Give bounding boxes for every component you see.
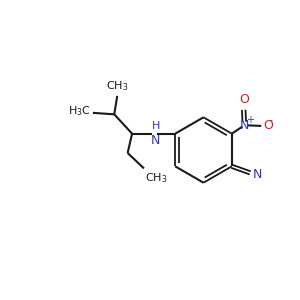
Text: CH$_3$: CH$_3$ bbox=[106, 79, 128, 93]
Text: +: + bbox=[246, 115, 254, 125]
Text: O: O bbox=[239, 93, 249, 106]
Text: -: - bbox=[269, 116, 273, 126]
Text: N: N bbox=[253, 168, 262, 181]
Text: N: N bbox=[151, 134, 160, 147]
Text: CH$_3$: CH$_3$ bbox=[146, 171, 168, 184]
Text: O: O bbox=[263, 119, 273, 132]
Text: N: N bbox=[240, 119, 249, 132]
Text: H: H bbox=[152, 121, 160, 131]
Text: H$_3$C: H$_3$C bbox=[68, 104, 91, 118]
